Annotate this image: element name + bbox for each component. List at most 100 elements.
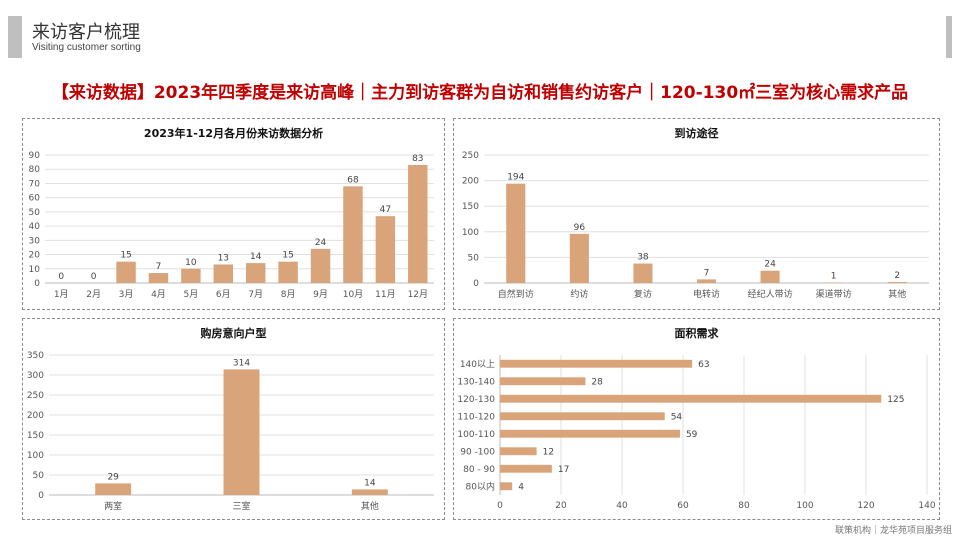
data-label: 63 bbox=[698, 360, 709, 370]
x-tick-label: 经纪人带访 bbox=[748, 288, 793, 300]
data-label: 1 bbox=[831, 271, 837, 281]
bar bbox=[760, 270, 780, 283]
x-tick-label: 三室 bbox=[232, 500, 250, 512]
page-subtitle: Visiting customer sorting bbox=[32, 42, 141, 53]
x-tick-label: 渠道带访 bbox=[816, 288, 852, 300]
y-tick-label: 90 -100 bbox=[460, 447, 495, 457]
bar bbox=[569, 233, 589, 283]
x-tick-label: 8月 bbox=[281, 289, 296, 300]
bar bbox=[148, 273, 169, 283]
area-demand-chart-svg: 面积需求 0 20 40 60 80 100 120 140 63 140以上 28 130-140 12… bbox=[457, 326, 935, 511]
y-tick-label: 90 bbox=[29, 151, 41, 161]
data-label: 0 bbox=[91, 272, 97, 282]
bar bbox=[506, 183, 526, 283]
bar bbox=[500, 429, 680, 438]
data-label: 68 bbox=[347, 175, 359, 185]
data-label: 13 bbox=[218, 254, 229, 264]
x-tick-label: 4月 bbox=[151, 289, 166, 300]
chart-title: 面积需求 bbox=[675, 326, 720, 340]
title-accent-bar-right bbox=[946, 16, 952, 58]
bar bbox=[278, 261, 298, 283]
y-tick-label: 0 bbox=[38, 491, 44, 501]
bar bbox=[310, 248, 331, 283]
data-label: 7 bbox=[704, 268, 710, 278]
y-tick-label: 350 bbox=[27, 351, 44, 361]
y-tick-label: 80 - 90 bbox=[463, 465, 495, 475]
data-label: 4 bbox=[518, 482, 524, 492]
data-label: 83 bbox=[412, 154, 423, 164]
x-tick-label: 7月 bbox=[248, 289, 263, 300]
chart-title: 购房意向户型 bbox=[201, 326, 267, 340]
x-tick-label: 其他 bbox=[888, 288, 906, 300]
y-tick-label: 200 bbox=[462, 177, 479, 187]
bar bbox=[408, 164, 428, 283]
x-tick-label: 120 bbox=[857, 501, 874, 511]
visit-channel-chart: 到访途径 0 50 100 150 200 250 194 自然到访 96 约访 38 复访 7 电转访 24… bbox=[453, 118, 940, 310]
x-tick-label: 5月 bbox=[184, 289, 199, 300]
bar bbox=[116, 261, 136, 283]
x-tick-label: 复访 bbox=[634, 288, 652, 300]
x-tick-label: 140 bbox=[918, 501, 935, 511]
data-label: 125 bbox=[887, 395, 904, 405]
page-title: 来访客户梳理 bbox=[32, 22, 140, 43]
y-tick-label: 20 bbox=[29, 251, 41, 261]
data-label: 0 bbox=[58, 272, 64, 282]
y-tick-label: 50 bbox=[29, 208, 41, 218]
x-tick-label: 约访 bbox=[570, 288, 588, 300]
x-tick-label: 自然到访 bbox=[498, 288, 534, 300]
x-tick-label: 80 bbox=[738, 501, 750, 511]
y-tick-label: 110-120 bbox=[457, 412, 495, 422]
data-label: 59 bbox=[686, 430, 698, 440]
y-tick-label: 40 bbox=[29, 222, 41, 232]
data-label: 314 bbox=[233, 358, 250, 368]
y-tick-label: 200 bbox=[27, 411, 44, 421]
data-label: 12 bbox=[543, 447, 554, 457]
bar bbox=[500, 412, 665, 421]
y-tick-label: 100 bbox=[462, 228, 479, 238]
data-label: 28 bbox=[591, 377, 603, 387]
data-label: 15 bbox=[120, 251, 131, 261]
x-tick-label: 1月 bbox=[54, 289, 69, 300]
y-tick-label: 70 bbox=[29, 179, 41, 189]
x-tick-label: 10月 bbox=[343, 289, 363, 300]
x-tick-label: 电转访 bbox=[693, 288, 720, 300]
bar bbox=[500, 447, 537, 456]
data-label: 7 bbox=[156, 262, 162, 272]
data-label: 194 bbox=[507, 173, 524, 183]
x-tick-label: 12月 bbox=[408, 289, 428, 300]
data-label: 24 bbox=[315, 238, 327, 248]
x-tick-label: 3月 bbox=[119, 289, 134, 300]
data-label: 96 bbox=[574, 223, 586, 233]
layout-intent-chart: 购房意向户型 0 50 100 150 200 250 300 350 29 两室 314 三室 14 其他 bbox=[22, 318, 445, 520]
y-tick-label: 30 bbox=[29, 236, 41, 246]
y-tick-label: 150 bbox=[462, 202, 479, 212]
data-label: 15 bbox=[282, 251, 293, 261]
x-tick-label: 0 bbox=[497, 501, 503, 511]
y-tick-label: 250 bbox=[462, 151, 479, 161]
x-tick-label: 9月 bbox=[313, 289, 328, 300]
y-tick-label: 300 bbox=[27, 371, 44, 381]
y-tick-label: 250 bbox=[27, 391, 44, 401]
x-tick-label: 20 bbox=[555, 501, 567, 511]
data-label: 2 bbox=[894, 271, 900, 281]
headline: 【来访数据】2023年四季度是来访高峰｜主力到访客群为自访和销售约访客户｜120… bbox=[51, 83, 909, 103]
bar bbox=[500, 377, 586, 386]
chart-title: 到访途径 bbox=[675, 126, 719, 140]
bar bbox=[245, 263, 266, 283]
monthly-visits-chart: 2023年1-12月各月份来访数据分析 0 10 20 30 40 50 60 70 80 90 0 1… bbox=[22, 118, 445, 310]
bar bbox=[500, 394, 882, 403]
data-label: 24 bbox=[764, 260, 776, 270]
visit-channel-chart-svg: 到访途径 0 50 100 150 200 250 194 自然到访 96 约访 38 复访 7 电转访 24… bbox=[462, 126, 929, 300]
bar bbox=[343, 186, 363, 283]
y-tick-label: 80以内 bbox=[466, 480, 495, 492]
y-tick-label: 80 bbox=[29, 165, 41, 175]
y-tick-label: 10 bbox=[29, 265, 41, 275]
y-tick-label: 60 bbox=[29, 194, 41, 204]
data-label: 47 bbox=[380, 205, 391, 215]
y-tick-label: 140以上 bbox=[460, 359, 495, 370]
y-tick-label: 0 bbox=[473, 279, 479, 289]
y-tick-label: 130-140 bbox=[457, 377, 495, 387]
bar bbox=[500, 359, 693, 368]
x-tick-label: 其他 bbox=[361, 500, 379, 512]
x-tick-label: 6月 bbox=[216, 289, 231, 300]
